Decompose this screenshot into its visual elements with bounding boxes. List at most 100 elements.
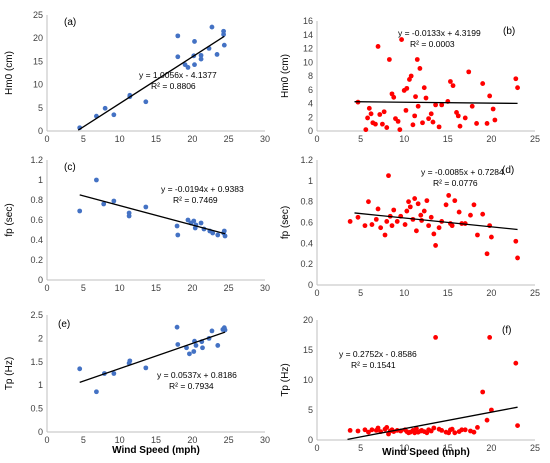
y-tick-label-a: 0	[38, 126, 43, 136]
data-point-e	[222, 327, 228, 333]
r-squared-e: R² = 0.7934	[169, 381, 214, 391]
data-point-e	[184, 345, 189, 351]
data-point-b	[420, 120, 425, 126]
data-point-b	[380, 121, 385, 127]
x-tick-label-c: 0	[44, 283, 49, 293]
data-point-f	[384, 425, 390, 430]
y-tick-label-c: 0.8	[30, 195, 43, 205]
data-point-b	[462, 115, 468, 121]
data-point-f	[347, 428, 353, 433]
data-point-d	[443, 202, 449, 208]
data-point-c	[111, 198, 117, 204]
data-point-d	[446, 193, 452, 198]
data-point-d	[378, 225, 384, 231]
data-point-e	[77, 366, 83, 372]
data-point-a	[175, 54, 181, 60]
trend-line-d	[354, 212, 518, 231]
r-squared-f: R² = 0.1541	[351, 360, 396, 370]
x-tick-label-c: 30	[260, 283, 270, 293]
data-point-c	[215, 232, 221, 238]
r-squared-a: R² = 0.8806	[151, 81, 196, 91]
trend-line-b	[354, 101, 518, 105]
data-point-d	[480, 211, 486, 217]
data-point-d	[391, 207, 397, 213]
y-tick-label-b: 6	[308, 85, 313, 95]
panel-label-c: (c)	[64, 162, 76, 173]
data-point-c	[191, 218, 197, 224]
data-point-a	[175, 33, 181, 39]
data-point-e	[127, 358, 133, 364]
x-tick-label-a: 15	[151, 134, 161, 144]
data-point-f	[480, 389, 486, 395]
data-point-e	[111, 371, 117, 376]
data-point-e	[94, 389, 99, 395]
data-point-b	[515, 85, 520, 91]
panel-label-f: (f)	[502, 325, 511, 336]
data-point-c	[175, 232, 181, 238]
data-point-a	[102, 105, 108, 111]
data-point-d	[421, 208, 427, 214]
data-point-d	[386, 173, 391, 179]
data-point-b	[395, 118, 401, 124]
data-point-d	[389, 223, 395, 229]
y-tick-label-b: 12	[303, 44, 313, 54]
x-tick-label-f: 5	[358, 443, 363, 453]
y-axis-label-d: fp (sec)	[280, 206, 291, 239]
y-tick-label-c: 0	[38, 275, 43, 285]
y-tick-label-a: 5	[38, 103, 43, 113]
data-point-a	[198, 52, 204, 58]
y-tick-label-b: 8	[308, 71, 313, 81]
data-point-f	[462, 427, 468, 433]
x-tick-label-f: 0	[314, 443, 319, 453]
data-point-d	[362, 223, 368, 229]
data-point-f	[452, 430, 458, 436]
x-tick-label-a: 30	[260, 134, 270, 144]
data-point-b	[457, 123, 463, 129]
x-tick-label-f: 20	[486, 443, 496, 453]
x-tick-label-f: 15	[443, 443, 453, 453]
r-squared-b: R² = 0.0003	[410, 39, 455, 49]
data-point-a	[192, 39, 197, 44]
y-tick-label-b: 2	[308, 112, 313, 122]
y-axis-label-b: Hm0 (cm)	[280, 54, 291, 98]
data-point-e	[193, 343, 199, 348]
data-point-c	[101, 201, 107, 207]
x-tick-label-b: 5	[358, 134, 363, 144]
data-point-f	[459, 427, 465, 433]
data-point-c	[94, 177, 99, 183]
data-point-d	[404, 208, 410, 214]
x-tick-label-d: 0	[314, 288, 319, 298]
data-point-e	[187, 351, 192, 357]
data-point-d	[384, 219, 390, 224]
x-tick-label-a: 10	[115, 134, 125, 144]
panel-label-e: (e)	[58, 319, 70, 330]
x-tick-label-d: 10	[399, 288, 409, 298]
data-point-c	[77, 208, 83, 214]
x-tick-label-b: 15	[443, 134, 453, 144]
y-tick-label-c: 1.2	[30, 155, 43, 165]
data-point-d	[347, 219, 353, 224]
data-point-e	[200, 345, 205, 351]
data-point-b	[448, 79, 453, 84]
data-point-d	[373, 216, 379, 222]
data-point-b	[428, 111, 434, 117]
data-point-d	[426, 223, 432, 229]
y-tick-label-d: 1.2	[300, 155, 313, 165]
x-tick-label-c: 5	[81, 283, 86, 293]
y-tick-label-c: 0.2	[30, 255, 43, 265]
y-tick-label-b: 4	[308, 99, 313, 109]
x-tick-label-d: 15	[443, 288, 453, 298]
data-point-b	[377, 112, 383, 117]
data-point-d	[394, 219, 400, 224]
data-point-f	[515, 423, 520, 428]
data-point-a	[185, 65, 191, 70]
data-point-b	[423, 95, 429, 101]
data-point-d	[449, 223, 455, 229]
data-point-e	[215, 343, 221, 348]
x-tick-label-a: 0	[44, 134, 49, 144]
data-point-a	[214, 52, 220, 57]
data-point-d	[424, 198, 430, 204]
data-point-c	[192, 225, 198, 231]
trend-line-f	[347, 406, 518, 441]
data-point-c	[174, 223, 180, 229]
